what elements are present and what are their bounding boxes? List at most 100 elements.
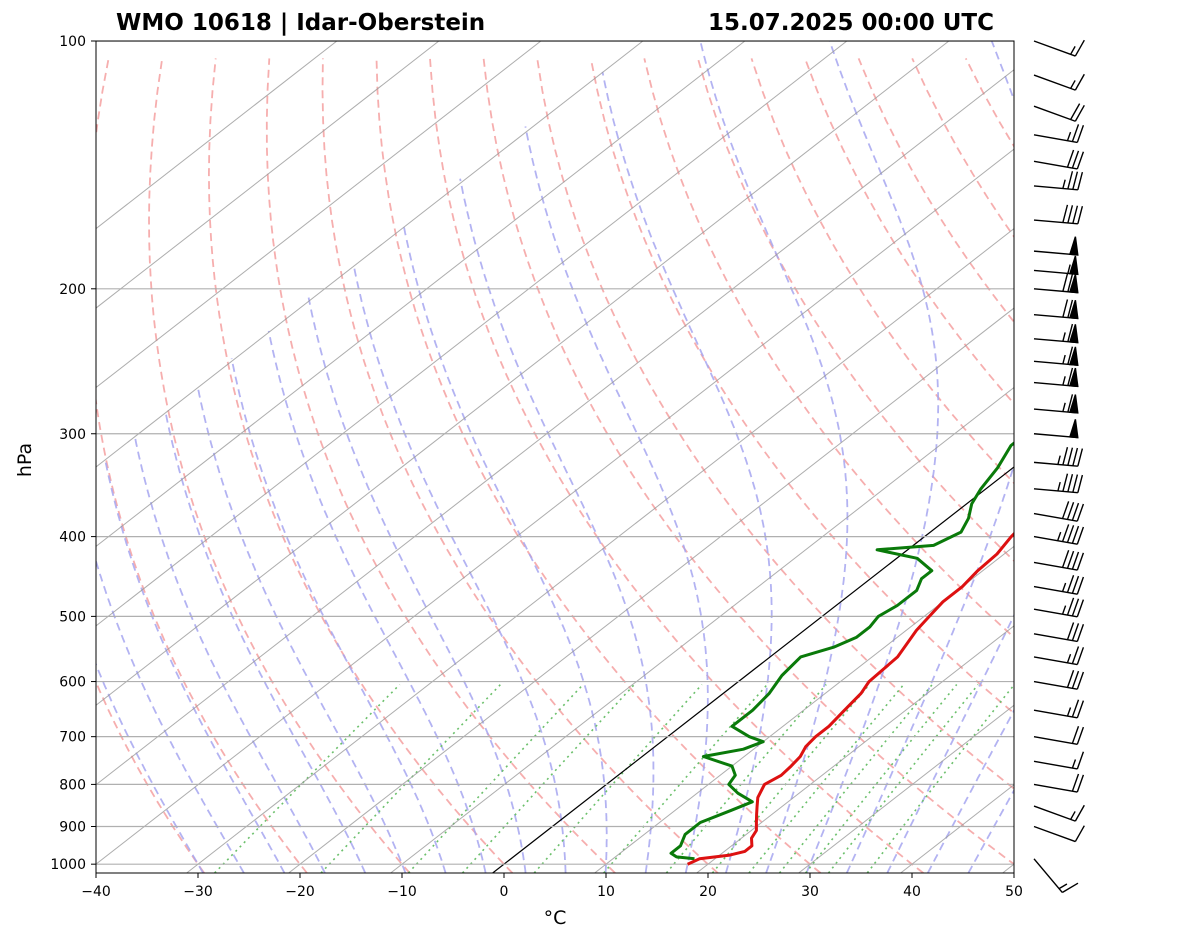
wind-barb: [1033, 575, 1085, 595]
wind-barb: [1033, 646, 1085, 666]
dry-adiabat: [429, 58, 924, 873]
x-tick-label: −20: [285, 884, 315, 900]
isotherm: [1105, 41, 1181, 873]
wind-barb: [1033, 367, 1079, 388]
moist-adiabat: [103, 457, 286, 873]
isotherm: [186, 227, 1014, 873]
mixing-ratio-line: [748, 683, 905, 873]
wind-barb: [1033, 550, 1085, 571]
wind-barb: [1033, 670, 1085, 690]
isotherm: [96, 41, 644, 468]
dry-adiabat: [375, 58, 822, 873]
y-tick-label: 1000: [50, 857, 86, 873]
x-tick-label: 10: [597, 884, 615, 900]
x-tick-label: −30: [183, 884, 213, 900]
wind-barb: [1033, 858, 1079, 894]
moist-adiabat: [196, 386, 407, 873]
moist-adiabat: [886, 613, 1014, 873]
temperature-line: [686, 531, 1014, 866]
isotherm: [96, 41, 950, 706]
isotherm: [96, 148, 1014, 865]
isotherm: [900, 784, 1014, 873]
wind-barb: [1033, 346, 1079, 366]
wind-barb: [1033, 725, 1085, 745]
isotherm: [96, 41, 746, 548]
x-tick-label: −40: [81, 884, 111, 900]
wind-barb: [1033, 597, 1085, 618]
isotherm: [594, 545, 1014, 873]
wind-barb: [1033, 622, 1085, 643]
dry-adiabat: [207, 58, 514, 873]
isotherm: [1002, 863, 1014, 873]
isotherm: [96, 41, 848, 627]
y-tick-label: 100: [59, 34, 86, 50]
moist-adiabat: [967, 788, 1014, 873]
dry-adiabat: [643, 58, 1014, 639]
dry-adiabats: [96, 57, 1181, 873]
dry-adiabat: [482, 58, 1014, 866]
pressure-gridlines: [96, 41, 1014, 865]
x-tick-label: 30: [801, 884, 819, 900]
moist-adiabat: [164, 410, 367, 873]
dry-adiabat: [148, 58, 411, 873]
moist-adiabat: [267, 330, 487, 873]
moist-adiabat: [96, 662, 204, 873]
y-tick-label: 800: [59, 777, 86, 793]
wind-barb: [1033, 171, 1084, 191]
x-axis-label: °C: [544, 907, 567, 929]
dry-adiabat: [911, 58, 1014, 239]
dry-adiabat: [1127, 58, 1181, 873]
moist-adiabat: [805, 41, 940, 873]
moist-adiabat: [402, 224, 608, 873]
isotherms: [96, 41, 1181, 873]
mixing-ratio-line: [320, 683, 502, 873]
wind-barb: [1033, 699, 1085, 719]
wind-barb: [1033, 39, 1085, 57]
moist-adiabat: [230, 358, 447, 873]
dry-adiabat: [321, 58, 719, 873]
dry-adiabat: [1073, 58, 1181, 873]
wind-barb: [1033, 447, 1084, 467]
wind-barb: [1033, 273, 1079, 294]
mixing-ratio-line: [533, 683, 703, 873]
plot-area: [96, 41, 1181, 873]
wind-barb: [1033, 501, 1085, 522]
wind-barb: [1033, 73, 1085, 91]
moist-adiabat: [307, 297, 527, 873]
moist-adiabat: [524, 126, 709, 873]
x-tick-label: 0: [500, 884, 509, 900]
moist-adiabat: [601, 71, 773, 873]
wind-barb: [1033, 204, 1084, 225]
y-tick-label: 900: [59, 820, 86, 836]
wind-barb: [1033, 394, 1079, 414]
x-tick-label: 20: [699, 884, 717, 900]
dry-adiabat: [1019, 58, 1181, 873]
wind-barb: [1033, 149, 1085, 170]
dry-adiabat: [750, 58, 1014, 485]
wind-barb: [1033, 751, 1085, 770]
plot-frame: [95, 40, 1015, 874]
moist-adiabats: [96, 41, 1014, 873]
moist-adiabat: [699, 41, 849, 873]
chart-title-left: WMO 10618 | Idar-Oberstein: [116, 10, 485, 36]
moist-adiabat: [459, 178, 655, 873]
wind-barb: [1033, 124, 1085, 144]
moist-adiabat: [845, 41, 1014, 873]
isotherm: [390, 386, 1014, 873]
dry-adiabat: [265, 58, 616, 873]
wind-barb: [1033, 103, 1085, 122]
x-axis-ticks: −40 −30 −20 −10 0 10 20 30 40 50: [81, 873, 1023, 900]
dry-adiabat: [96, 679, 205, 873]
dry-adiabat: [536, 58, 1014, 790]
dry-adiabat: [804, 58, 1014, 405]
wind-barb: [1033, 299, 1079, 320]
isotherm: [96, 41, 542, 389]
moist-adiabat: [352, 264, 567, 873]
moist-adiabat: [927, 708, 1014, 873]
wind-barb: [1033, 419, 1079, 439]
dry-adiabat: [589, 58, 1014, 715]
wind-barb: [1033, 804, 1085, 822]
wind-barb: [1033, 236, 1079, 256]
wind-barbs: [1033, 39, 1085, 894]
